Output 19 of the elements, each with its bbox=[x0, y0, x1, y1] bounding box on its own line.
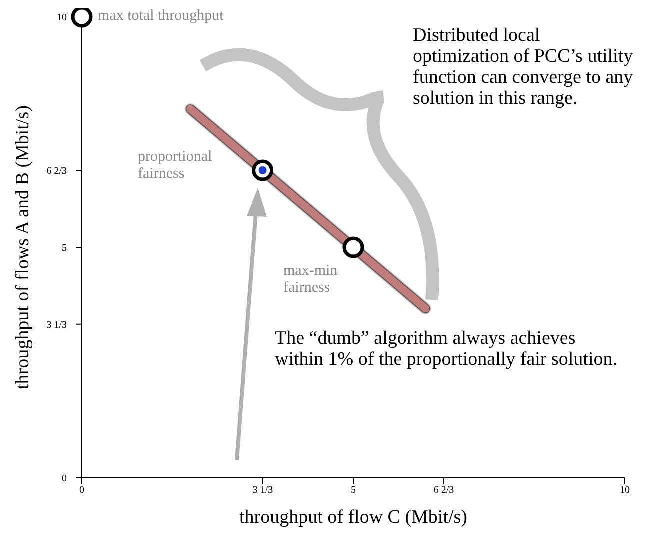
y-tick-label: 6 2/3 bbox=[46, 166, 67, 178]
x-tick-label: 5 bbox=[351, 485, 356, 496]
y-tick-label: 0 bbox=[62, 474, 67, 485]
x-axis-title: throughput of flow C (Mbit/s) bbox=[240, 507, 468, 528]
point bbox=[342, 236, 364, 258]
x-tick-label: 3 1/3 bbox=[252, 485, 274, 496]
y-axis-title: throughput of flows A and B (Mbit/s) bbox=[12, 106, 34, 390]
point bbox=[71, 8, 93, 28]
annotation: max total throughput bbox=[98, 8, 225, 25]
annotation: Distributed local optimization of PCC’s utility function can converge to any solution in this range. bbox=[413, 25, 634, 109]
y-tick-label: 10 bbox=[57, 12, 67, 24]
y-tick-label: 3 1/3 bbox=[46, 320, 67, 331]
annotation: The “dumb” algorithm always achieves within 1% of the proportionally fair solution. bbox=[275, 328, 618, 370]
y-tick-label: 5 bbox=[62, 243, 67, 254]
annotation: proportional fairness bbox=[138, 149, 214, 183]
x-tick-label: 0 bbox=[80, 485, 84, 496]
x-tick-label: 6 2/3 bbox=[434, 485, 454, 496]
annotation: max-min fairness bbox=[284, 262, 339, 296]
x-tick-label: 10 bbox=[620, 485, 630, 496]
